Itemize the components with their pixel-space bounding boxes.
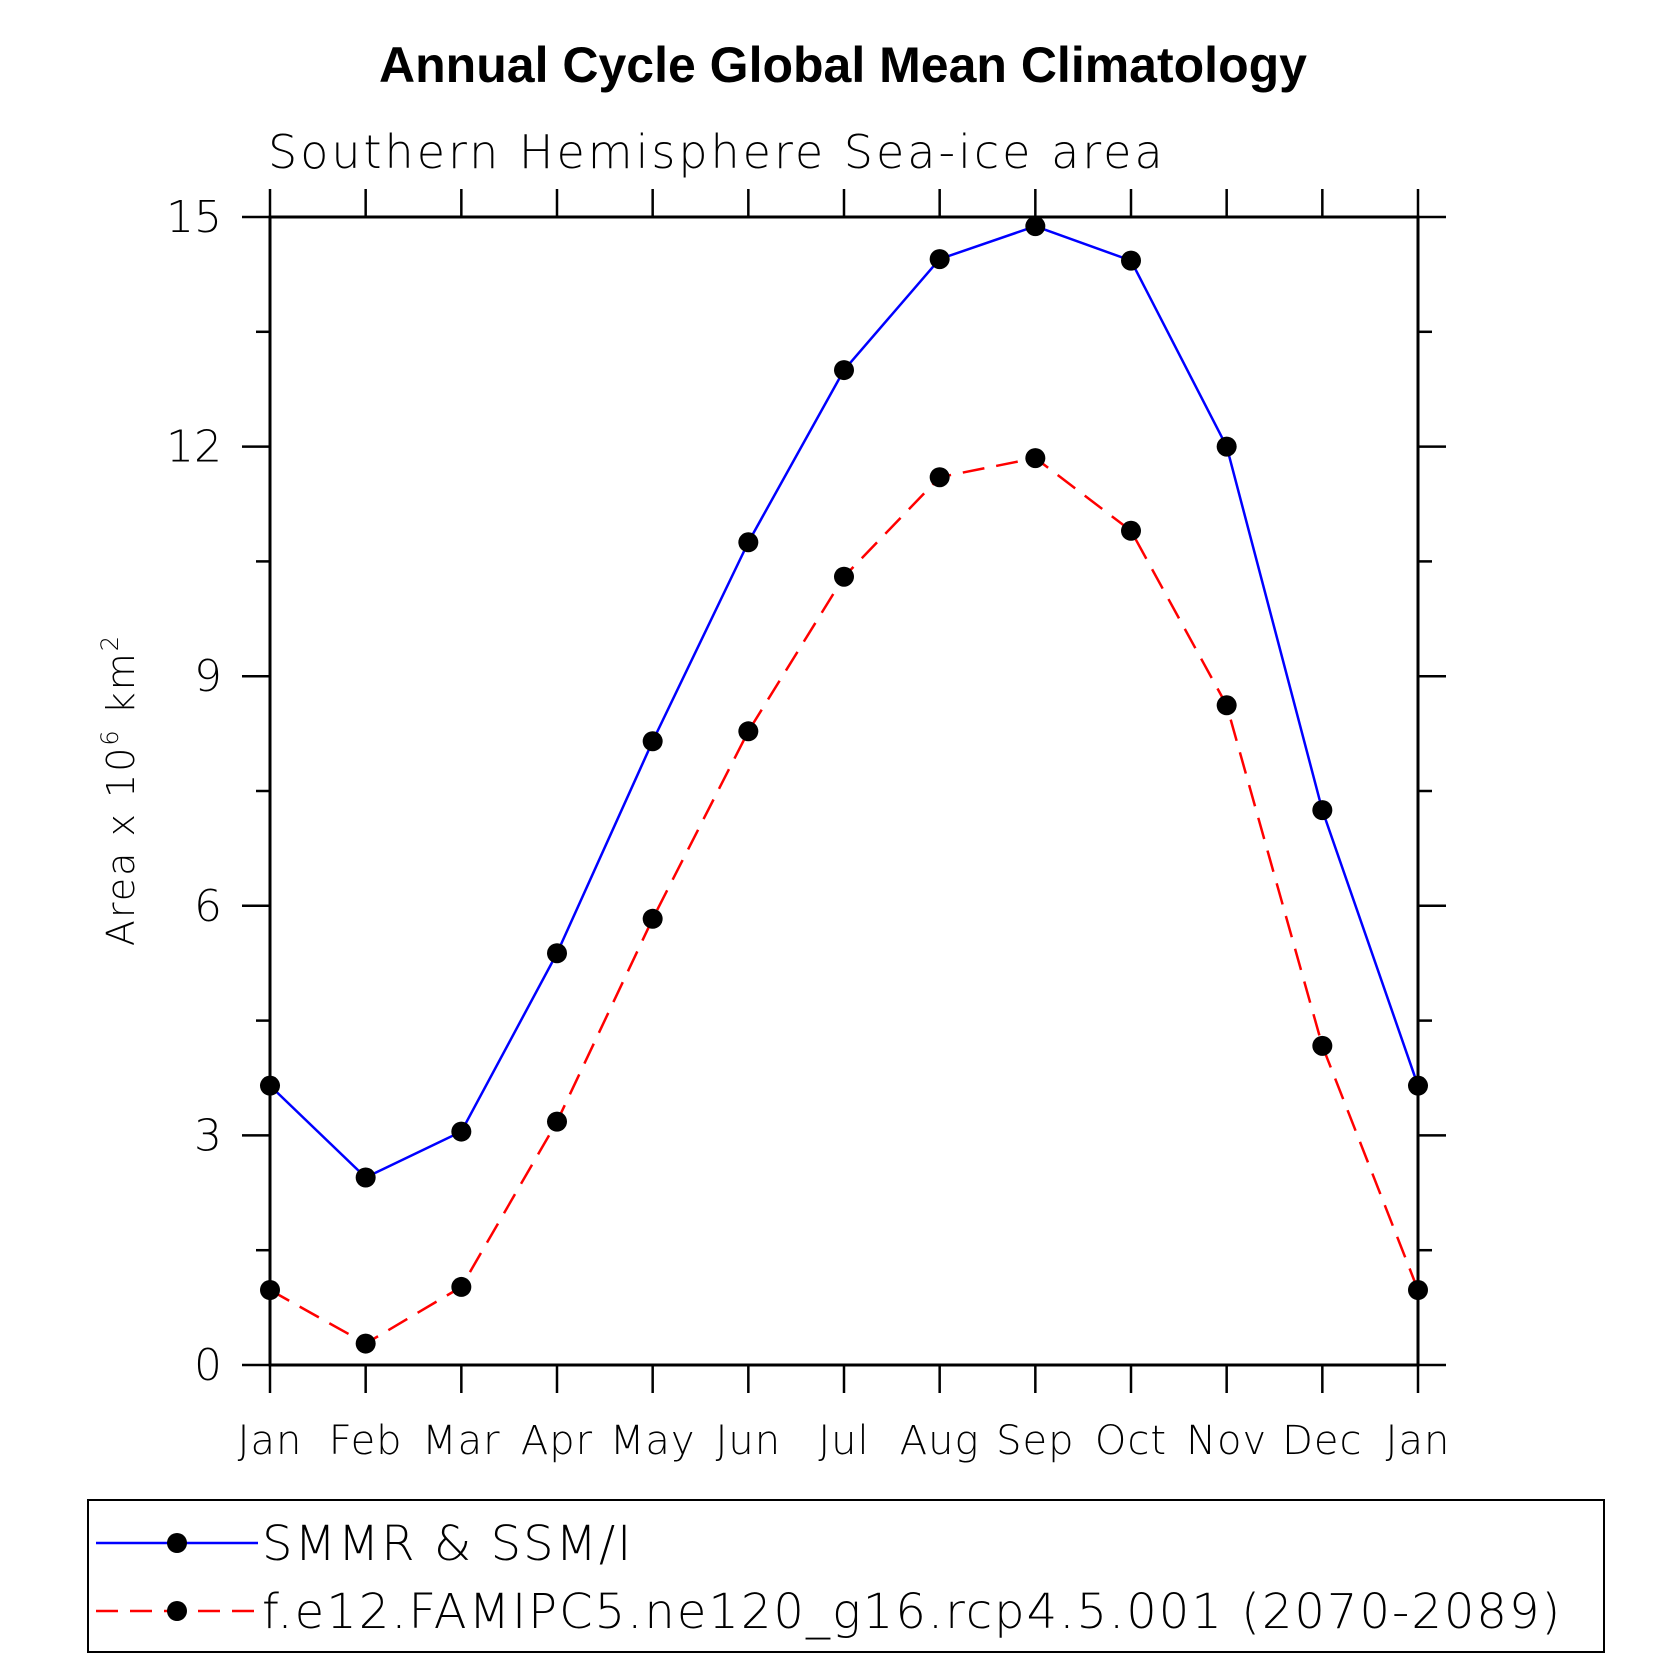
chart-title: Annual Cycle Global Mean Climatology: [379, 37, 1307, 93]
series-1-point: [1312, 800, 1333, 821]
series-1-point: [738, 532, 759, 553]
series-1-point: [834, 360, 854, 381]
series-1-point: [547, 943, 567, 964]
series-1-point: [1025, 216, 1046, 237]
y-tick-label: 3: [194, 1110, 222, 1161]
series-line-2: [269, 456, 1420, 1346]
series-2-point: [1121, 520, 1141, 541]
x-tick-label: Jan: [238, 1418, 303, 1464]
x-tick-label: Jul: [818, 1418, 869, 1464]
series-1-point: [1216, 436, 1237, 457]
series-layer: [260, 216, 1428, 1354]
legend: SMMR & SSM/I f.e12.FAMIPC5.ne120_g16.rcp4…: [87, 1499, 1605, 1653]
series-1-point: [929, 249, 950, 270]
y-tick-label: 15: [166, 192, 222, 243]
y-tick-label: 0: [194, 1340, 222, 1391]
legend-label-1: SMMR & SSM/I: [262, 1516, 633, 1572]
legend-marker-1: [167, 1533, 187, 1553]
x-tick-label: Sep: [996, 1418, 1074, 1464]
y-axis-label-prefix: Area x 10: [99, 746, 143, 946]
series-2-point: [1312, 1035, 1333, 1056]
axis-ticks: [242, 189, 1446, 1393]
plot-frame: [268, 215, 1420, 1367]
series-2-point: [355, 1333, 376, 1354]
y-tick-label: 9: [194, 651, 222, 702]
series-1-point: [1121, 250, 1141, 271]
x-tick-label: Jun: [716, 1418, 782, 1464]
series-1-point: [451, 1121, 472, 1142]
series-2-point: [1025, 448, 1046, 469]
x-tick-label: Aug: [900, 1418, 980, 1464]
x-tick-label: Dec: [1282, 1418, 1362, 1464]
plot-border: [268, 215, 1420, 1367]
y-axis-label-unit-exponent: 2: [96, 634, 124, 651]
series-1-point: [642, 731, 663, 752]
legend-marker-2: [167, 1601, 187, 1621]
series-2-point: [1408, 1279, 1428, 1300]
x-tick-label: May: [610, 1418, 696, 1464]
y-tick-label: 12: [166, 422, 222, 473]
y-tick-label: 6: [194, 881, 222, 932]
x-tick-label: Nov: [1186, 1418, 1267, 1464]
x-tick-label: Oct: [1095, 1418, 1167, 1464]
series-2-point: [547, 1111, 567, 1132]
series-2-point: [451, 1276, 472, 1297]
tick-labels: 0 3 6 9 12 15 Jan Feb Mar Apr May Jun Jul Aug Sep Oct No…: [166, 192, 1451, 1464]
series-2-point: [738, 721, 759, 742]
series-2-point: [642, 908, 663, 929]
series-1-point: [1408, 1075, 1428, 1096]
series-2-point: [260, 1279, 280, 1300]
legend-label-2: f.e12.FAMIPC5.ne120_g16.rcp4.5.001 (2070…: [262, 1584, 1562, 1640]
y-axis-label-unit: km: [99, 651, 143, 728]
y-axis-label-exponent: 6: [96, 728, 124, 745]
series-2-point: [834, 566, 854, 587]
series-2-point: [1216, 695, 1237, 716]
chart-subtitle: Southern Hemisphere Sea-ice area: [268, 125, 1166, 179]
x-tick-label: Apr: [521, 1418, 593, 1464]
series-1-point: [260, 1075, 280, 1096]
y-axis-label: Area x 106 km2: [96, 634, 143, 946]
series-1-point: [355, 1167, 376, 1188]
legend-box: [87, 1499, 1605, 1653]
x-tick-label: Jan: [1386, 1418, 1451, 1464]
series-2-point: [929, 467, 950, 488]
x-tick-label: Mar: [422, 1418, 500, 1464]
x-tick-label: Feb: [329, 1418, 403, 1464]
